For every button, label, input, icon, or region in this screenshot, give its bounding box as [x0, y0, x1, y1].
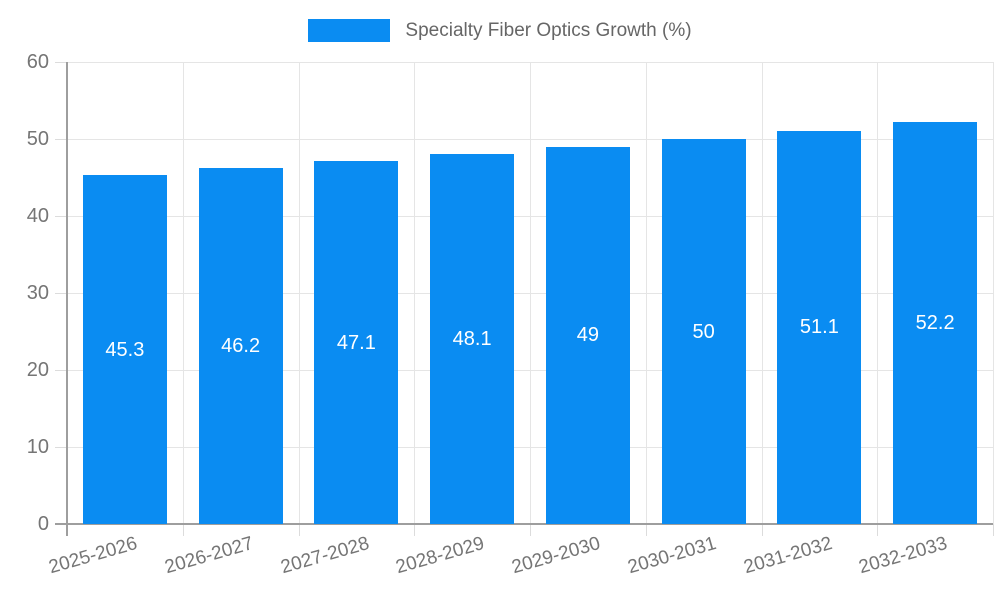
bar-value-label: 49 — [576, 324, 599, 347]
y-axis-tick-label: 60 — [26, 51, 49, 73]
x-gridline — [993, 62, 994, 524]
y-axis-tick-label: 0 — [37, 513, 49, 535]
y-axis-tick-label: 30 — [26, 282, 49, 304]
y-tick — [55, 370, 67, 371]
y-tick — [55, 216, 67, 217]
bar — [893, 122, 978, 524]
bar — [545, 146, 630, 524]
x-axis-tick-label: 2028-2029 — [393, 533, 487, 579]
x-gridline — [298, 62, 300, 524]
x-tick — [993, 524, 994, 536]
x-axis-tick-label: 2031-2032 — [741, 533, 835, 579]
x-tick — [877, 524, 879, 536]
bar-value-label: 45.3 — [105, 338, 145, 361]
x-axis-tick-label: 2029-2030 — [509, 533, 603, 579]
legend-swatch — [308, 19, 391, 42]
x-tick — [645, 524, 647, 536]
bar-value-label: 48.1 — [452, 327, 492, 350]
y-tick — [55, 293, 67, 294]
x-axis-tick-label: 2027-2028 — [278, 533, 372, 579]
bar — [777, 130, 862, 524]
y-tick — [55, 447, 67, 448]
x-gridline — [645, 62, 647, 524]
x-axis-tick-label: 2026-2027 — [162, 533, 256, 579]
bar-value-label: 51.1 — [799, 316, 839, 339]
legend-label: Specialty Fiber Optics Growth (%) — [405, 20, 692, 41]
bar-value-label: 47.1 — [336, 331, 376, 354]
bar — [430, 153, 515, 524]
y-tick — [55, 139, 67, 140]
x-gridline — [414, 62, 416, 524]
bar — [314, 161, 399, 524]
x-tick — [414, 524, 416, 536]
bar-value-label: 52.2 — [915, 312, 955, 335]
y-tick — [55, 62, 67, 63]
y-axis-tick-label: 20 — [26, 359, 49, 381]
x-axis-tick-label: 2025-2026 — [46, 533, 140, 579]
x-gridline — [530, 62, 531, 524]
x-tick — [182, 524, 184, 536]
x-tick — [761, 524, 763, 536]
chart-legend: Specialty Fiber Optics Growth (%) — [0, 19, 1000, 42]
x-tick — [298, 524, 300, 536]
bar — [82, 175, 167, 524]
x-axis-tick-label: 2030-2031 — [625, 533, 719, 579]
y-axis-tick-label: 50 — [26, 128, 49, 150]
x-axis-line — [55, 523, 993, 525]
y-axis-tick-label: 40 — [26, 205, 49, 227]
x-gridline — [182, 62, 184, 524]
bar — [198, 168, 283, 524]
x-tick — [530, 524, 531, 536]
bar-value-label: 50 — [692, 320, 715, 343]
bar-value-label: 46.2 — [221, 335, 261, 358]
x-gridline — [877, 62, 879, 524]
y-axis-line — [66, 62, 68, 536]
bar — [661, 139, 746, 524]
x-axis-tick-label: 2032-2033 — [856, 533, 950, 579]
legend-item[interactable]: Specialty Fiber Optics Growth (%) — [308, 19, 692, 42]
y-axis-tick-label: 10 — [26, 436, 49, 458]
x-gridline — [761, 62, 763, 524]
